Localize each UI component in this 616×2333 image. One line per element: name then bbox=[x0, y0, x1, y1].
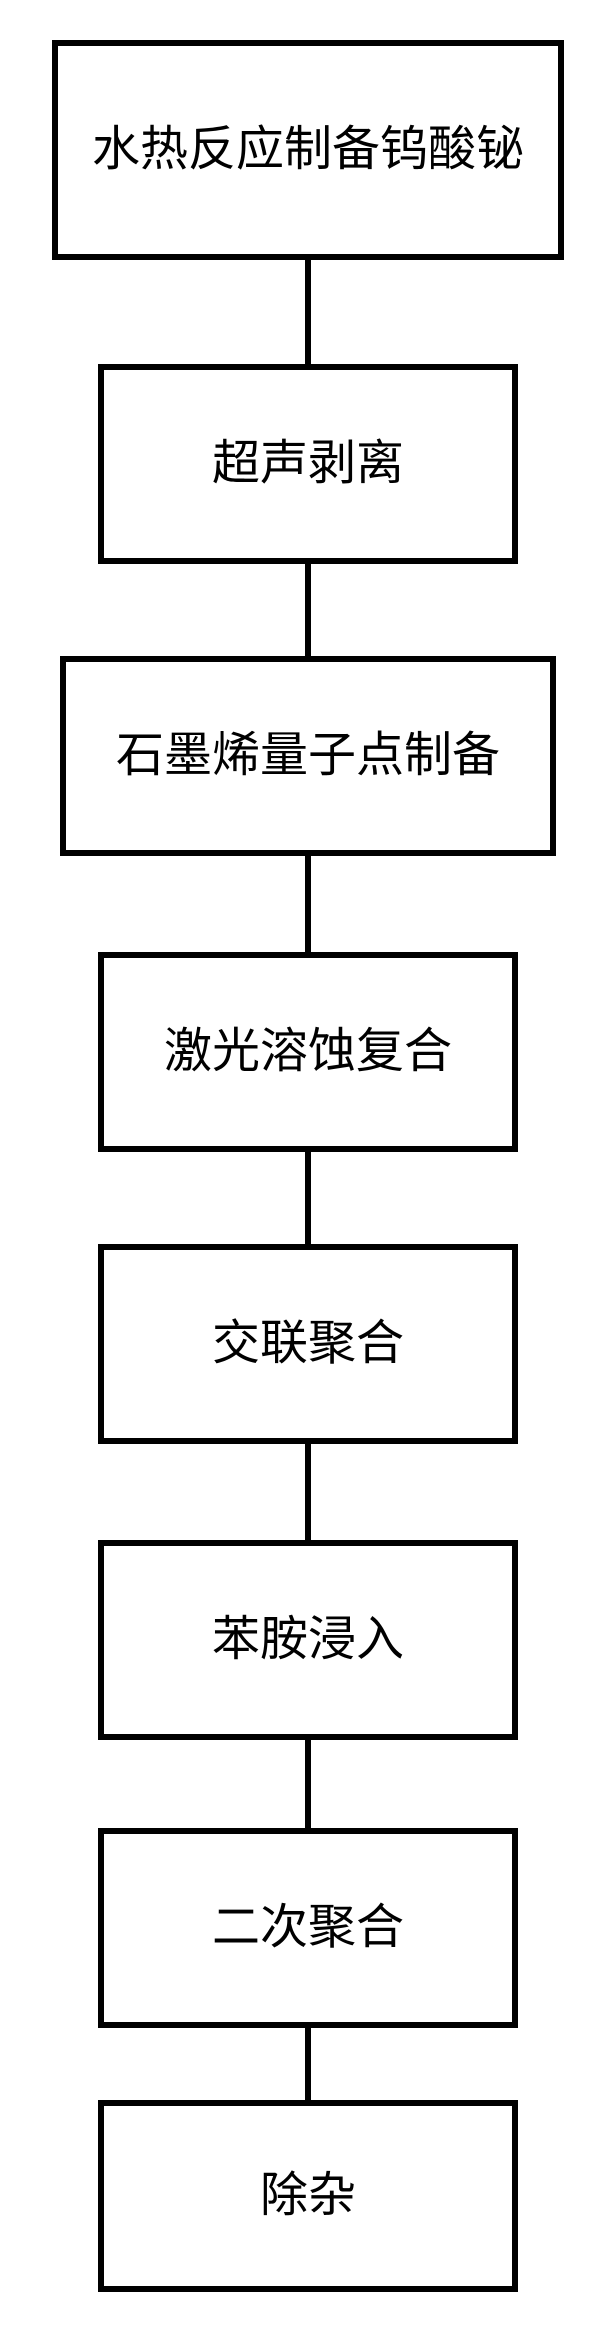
edge-n3-n4 bbox=[305, 856, 311, 952]
flow-node-n3: 石墨烯量子点制备 bbox=[60, 656, 556, 856]
flowchart-canvas: 水热反应制备钨酸铋超声剥离石墨烯量子点制备激光溶蚀复合交联聚合苯胺浸入二次聚合除… bbox=[0, 0, 616, 2333]
edge-n4-n5 bbox=[305, 1152, 311, 1244]
flow-node-n6: 苯胺浸入 bbox=[98, 1540, 518, 1740]
flow-node-n8: 除杂 bbox=[98, 2100, 518, 2292]
flow-node-label: 交联聚合 bbox=[212, 1315, 404, 1373]
flow-node-n5: 交联聚合 bbox=[98, 1244, 518, 1444]
flow-node-label: 二次聚合 bbox=[212, 1899, 404, 1957]
flow-node-label: 超声剥离 bbox=[212, 435, 404, 493]
flow-node-label: 激光溶蚀复合 bbox=[164, 1023, 452, 1081]
flow-node-label: 石墨烯量子点制备 bbox=[116, 727, 500, 785]
edge-n2-n3 bbox=[305, 564, 311, 656]
edge-n7-n8 bbox=[305, 2028, 311, 2100]
edge-n6-n7 bbox=[305, 1740, 311, 1828]
flow-node-label: 苯胺浸入 bbox=[212, 1611, 404, 1669]
flow-node-label: 除杂 bbox=[260, 2167, 356, 2225]
flow-node-n4: 激光溶蚀复合 bbox=[98, 952, 518, 1152]
flow-node-n2: 超声剥离 bbox=[98, 364, 518, 564]
flow-node-n7: 二次聚合 bbox=[98, 1828, 518, 2028]
edge-n5-n6 bbox=[305, 1444, 311, 1540]
flow-node-n1: 水热反应制备钨酸铋 bbox=[52, 40, 564, 260]
flow-node-label: 水热反应制备钨酸铋 bbox=[92, 121, 524, 179]
edge-n1-n2 bbox=[305, 260, 311, 364]
